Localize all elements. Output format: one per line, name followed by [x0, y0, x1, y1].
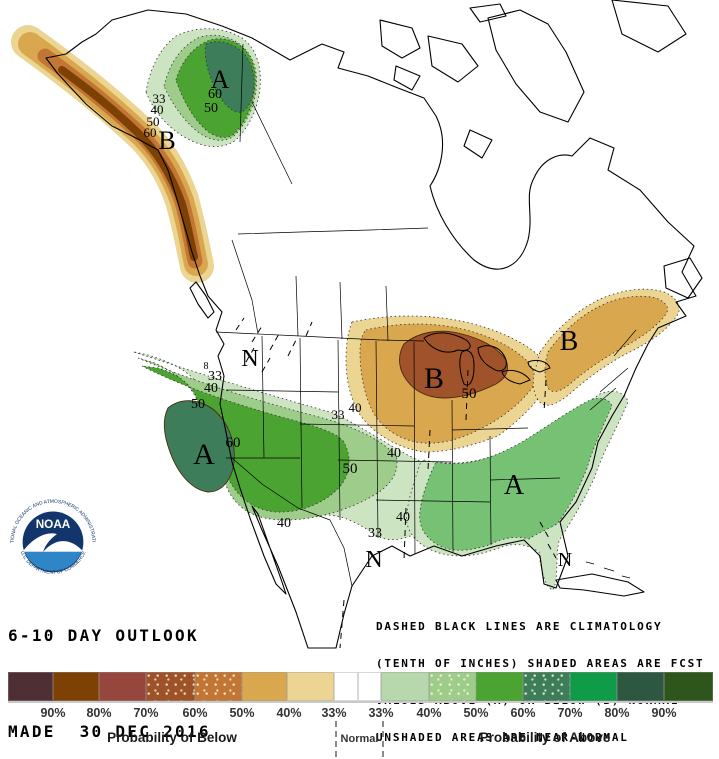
map-label-33: 33 — [153, 91, 166, 106]
legend-normal-box: Normal — [335, 721, 384, 757]
legend-tick-33%: 33% — [321, 706, 347, 720]
map-label-N: N — [365, 547, 382, 573]
map-label-B: B — [424, 362, 444, 395]
map-label-40: 40 — [204, 381, 218, 396]
region-below-central — [345, 315, 550, 453]
logo-sea — [24, 551, 82, 572]
legend-color-bar — [0, 672, 719, 701]
map-label-60: 60 — [144, 125, 157, 140]
note-line-4: UNSHADED AREAS ARE NEAR-NORMAL — [376, 731, 629, 745]
legend-cell-below-80 — [53, 672, 99, 701]
note-line-1: DASHED BLACK LINES ARE CLIMATOLOGY — [376, 619, 663, 633]
legend-tick-80%: 80% — [604, 706, 630, 720]
legend-tick-labels: 90% 80% 70% 60% 50% 40% 33% 33% 40% 50% 60% 70% 80% 9… — [0, 706, 719, 722]
legend-cell-normal-left — [334, 672, 358, 701]
noaa-logo: NOAA NATIONAL OCEANIC AND ATMOSPHERIC AD… — [4, 486, 96, 576]
legend-cell-below-90 — [8, 672, 53, 701]
legend-tick-90%: 90% — [40, 706, 66, 720]
map-label-B: B — [158, 126, 175, 155]
legend-tick-50%: 50% — [463, 706, 489, 720]
great-lakes — [423, 332, 551, 386]
map-label-40: 40 — [349, 400, 362, 415]
legend-tick-40%: 40% — [276, 706, 302, 720]
map-label-50: 50 — [204, 101, 218, 116]
legend-cell-above-60 — [523, 672, 570, 701]
map-label-B: B — [560, 326, 579, 357]
legend-bar-shadow — [8, 701, 713, 703]
legend-tick-60%: 60% — [182, 706, 208, 720]
region-above-alaska — [145, 28, 261, 147]
map-label-50: 50 — [343, 461, 358, 477]
map-label-40: 40 — [277, 516, 291, 531]
legend-above-label: Probability of Above — [479, 730, 611, 745]
note-block: DASHED BLACK LINES ARE CLIMATOLOGY (TENT… — [376, 596, 704, 759]
legend-tick-50%: 50% — [229, 706, 255, 720]
map-label-N: N — [241, 346, 258, 372]
legend-cell-above-33 — [381, 672, 429, 701]
legend-cell-below-70 — [99, 672, 146, 701]
map-label-50: 50 — [147, 114, 160, 129]
climatology-dashed-lines — [235, 317, 557, 649]
legend-cell-above-40 — [429, 672, 476, 701]
continent-outline — [45, 0, 703, 649]
gull-icon — [22, 533, 57, 552]
map-label-A: A — [193, 438, 215, 471]
gull-icon — [43, 541, 84, 552]
map-label-A: A — [211, 65, 230, 94]
title-line-outlook: 6-10 DAY OUTLOOK — [8, 626, 199, 645]
map-label-50: 50 — [191, 397, 205, 412]
region-below-pacific-coast — [11, 25, 214, 283]
legend-cell-below-60 — [146, 672, 195, 701]
region-above-southeast — [406, 391, 629, 591]
map-label-N: N — [558, 549, 572, 571]
legend-cell-normal-right — [358, 672, 381, 701]
map-label-60: 60 — [226, 435, 241, 451]
map-label-60: 60 — [208, 87, 222, 102]
legend-cell-below-50 — [195, 672, 242, 701]
legend-tick-90%: 90% — [651, 706, 677, 720]
logo-noaa-text: NOAA — [36, 518, 71, 531]
map-label-A: A — [504, 470, 525, 501]
legend-tick-70%: 70% — [557, 706, 583, 720]
region-below-northeast — [532, 288, 680, 406]
map-label-33: 33 — [332, 407, 345, 422]
legend-tick-40%: 40% — [416, 706, 442, 720]
map-label-33: 33 — [208, 369, 222, 384]
note-line-2: (TENTH OF INCHES) SHADED AREAS ARE FCST — [376, 657, 705, 671]
legend-tick-70%: 70% — [133, 706, 159, 720]
map-label-40: 40 — [151, 102, 164, 117]
legend-cell-above-70 — [570, 672, 617, 701]
region-above-west — [133, 351, 452, 540]
legend-below-label: Probability of Below — [107, 730, 237, 745]
map-label-33: 33 — [368, 526, 382, 541]
map-label-50: 50 — [462, 386, 477, 402]
legend-tick-80%: 80% — [86, 706, 112, 720]
legend-tick-60%: 60% — [510, 706, 536, 720]
title-line-made: MADE 30 DEC 2016 — [8, 722, 211, 741]
map-label-40: 40 — [396, 510, 410, 525]
state-province-borders — [215, 43, 637, 587]
legend-cell-below-33 — [287, 672, 334, 701]
legend-cell-above-80 — [617, 672, 664, 701]
legend-cell-below-40 — [242, 672, 287, 701]
legend-cell-above-90 — [664, 672, 713, 701]
legend-cell-above-50 — [476, 672, 523, 701]
map-label-40: 40 — [387, 446, 401, 461]
legend-normal-label: Normal — [340, 733, 379, 745]
legend-tick-33%: 33% — [368, 706, 394, 720]
map-label-8: 8 — [204, 361, 209, 372]
